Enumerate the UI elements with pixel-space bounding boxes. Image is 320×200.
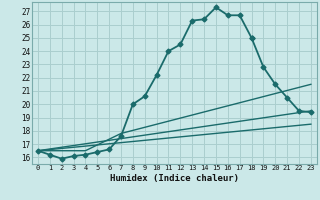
X-axis label: Humidex (Indice chaleur): Humidex (Indice chaleur) <box>110 174 239 183</box>
